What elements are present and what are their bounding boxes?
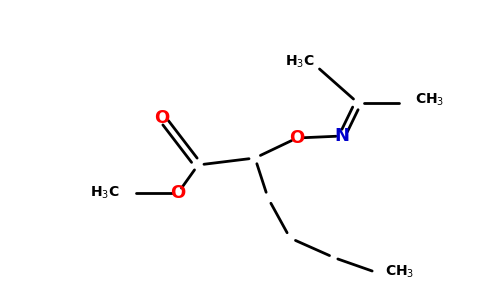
Text: CH$_3$: CH$_3$: [415, 92, 444, 108]
Text: O: O: [154, 109, 169, 127]
Text: CH$_3$: CH$_3$: [385, 264, 414, 280]
Text: N: N: [334, 127, 349, 145]
Text: O: O: [170, 184, 186, 202]
Text: H$_3$C: H$_3$C: [285, 54, 315, 70]
Text: O: O: [289, 129, 304, 147]
Text: H$_3$C: H$_3$C: [90, 185, 120, 201]
